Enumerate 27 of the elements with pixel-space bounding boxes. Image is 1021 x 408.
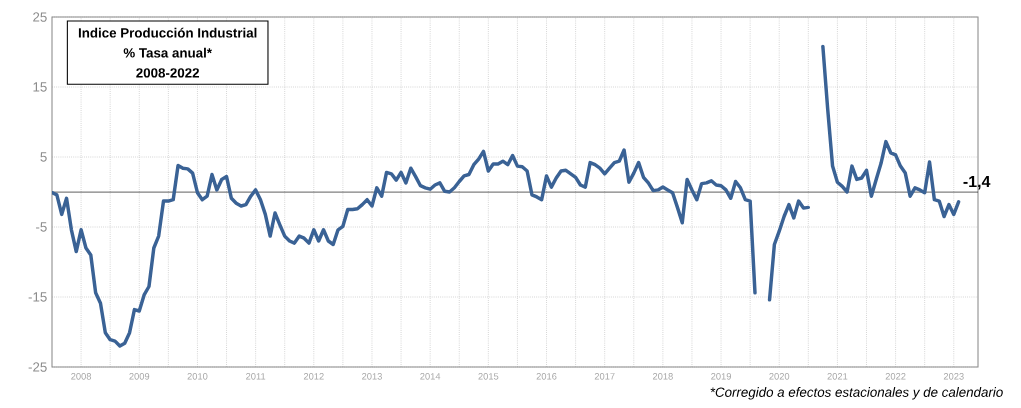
- y-tick-label: -5: [36, 222, 47, 232]
- annotation: -1,4: [963, 176, 991, 190]
- x-tick-label: 2017: [594, 373, 615, 380]
- text: % Tasa anual*: [123, 47, 212, 58]
- x-tick-label: 2016: [536, 373, 557, 380]
- y-tick-label: -25: [28, 362, 47, 372]
- y-tick-label: 15: [33, 82, 47, 92]
- x-tick-label: 2023: [943, 373, 964, 380]
- x-tick-label: 2012: [303, 373, 324, 380]
- x-tick-label: 2015: [478, 373, 499, 380]
- x-tick-label: 2020: [769, 373, 790, 380]
- x-tick-label: 2018: [652, 373, 673, 380]
- y-tick-label: 5: [40, 152, 47, 162]
- annotation: 2008-2022: [136, 68, 199, 78]
- text: Indice Producción Industrial: [78, 27, 257, 38]
- text: *Corregido a efectos estacionales y de calendario: [710, 387, 1003, 400]
- x-tick-label: 2019: [711, 373, 731, 380]
- x-tick-label: 2021: [827, 373, 848, 380]
- x-tick-label: 2013: [362, 373, 382, 380]
- x-tick-label: 2008: [71, 373, 92, 380]
- x-tick-label: 2011: [246, 373, 266, 380]
- x-tick-label: 2022: [885, 373, 906, 380]
- y-tick-label: 25: [33, 12, 47, 22]
- x-tick-label: 2014: [420, 373, 441, 380]
- x-tick-label: 2009: [129, 373, 150, 380]
- y-tick-label: -15: [28, 292, 47, 302]
- x-tick-label: 2010: [187, 373, 208, 380]
